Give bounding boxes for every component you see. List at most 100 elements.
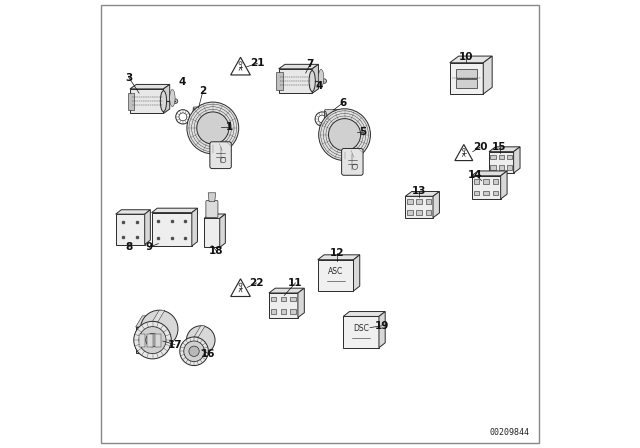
Text: 20: 20 [472,142,487,152]
Polygon shape [116,214,145,245]
Ellipse shape [210,108,212,119]
Polygon shape [450,63,483,94]
Circle shape [328,119,360,151]
Bar [271,297,276,302]
Polygon shape [208,193,216,202]
Text: ASC: ASC [328,267,343,276]
Bar [426,210,431,215]
Polygon shape [136,316,161,327]
Bar [407,199,413,204]
Circle shape [189,346,199,357]
Ellipse shape [322,79,326,83]
Polygon shape [136,327,155,353]
Text: DSC: DSC [353,324,369,333]
Text: 22: 22 [250,278,264,288]
Text: 17: 17 [168,340,182,349]
Polygon shape [343,316,379,348]
Bar [456,79,477,87]
Polygon shape [353,255,360,291]
Bar [407,210,413,215]
Circle shape [139,327,166,353]
Circle shape [140,310,178,348]
Polygon shape [145,210,150,245]
Bar [140,334,145,347]
Ellipse shape [173,99,178,103]
Polygon shape [230,279,250,297]
Polygon shape [192,208,198,246]
Polygon shape [269,293,298,318]
Polygon shape [472,176,500,199]
Text: 16: 16 [201,349,216,358]
Bar [493,191,499,195]
Polygon shape [343,311,385,316]
Circle shape [319,109,371,160]
Polygon shape [433,191,440,218]
Bar [291,297,296,302]
Bar [483,179,489,184]
Polygon shape [128,93,134,110]
Text: 13: 13 [412,185,426,195]
Polygon shape [489,147,520,152]
Polygon shape [204,219,220,247]
Ellipse shape [309,71,316,91]
Circle shape [186,326,215,354]
Text: 3: 3 [125,73,132,82]
Polygon shape [483,56,492,94]
Circle shape [196,112,229,144]
Polygon shape [276,73,283,90]
Text: 19: 19 [374,321,389,331]
Polygon shape [405,196,433,218]
Bar [156,334,161,347]
Ellipse shape [319,69,324,86]
Text: 00209844: 00209844 [489,428,529,438]
Bar [281,297,286,302]
Polygon shape [405,191,440,196]
Polygon shape [450,56,492,63]
Polygon shape [152,208,198,213]
Polygon shape [298,288,305,318]
Ellipse shape [170,90,175,107]
Bar [271,309,276,314]
Polygon shape [152,213,192,246]
Polygon shape [500,171,507,199]
Text: 5: 5 [359,127,367,138]
Text: 8: 8 [125,242,132,252]
Bar [281,309,286,314]
Text: 12: 12 [330,248,344,258]
Ellipse shape [161,91,166,112]
Text: 21: 21 [250,58,265,68]
Circle shape [146,333,159,347]
Polygon shape [220,214,225,247]
Text: 2: 2 [200,86,207,96]
Bar [493,179,499,184]
Circle shape [187,102,239,154]
Polygon shape [514,147,520,173]
Polygon shape [194,326,205,337]
Bar [147,334,152,347]
Text: 7: 7 [307,59,314,69]
FancyBboxPatch shape [342,148,363,175]
Polygon shape [379,311,385,348]
Circle shape [180,337,209,366]
Polygon shape [318,255,360,260]
Polygon shape [472,171,507,176]
Bar [417,210,422,215]
Ellipse shape [324,111,326,121]
Bar [474,191,479,195]
Ellipse shape [341,111,344,121]
Text: 15: 15 [492,142,507,152]
Text: 4: 4 [179,77,186,87]
Ellipse shape [193,108,195,118]
Text: 6: 6 [340,98,347,108]
Polygon shape [230,57,250,75]
Bar [456,69,477,78]
FancyBboxPatch shape [193,107,212,120]
Bar [507,165,512,170]
Polygon shape [116,210,150,214]
Polygon shape [489,152,514,173]
Polygon shape [204,214,225,219]
Bar [474,179,479,184]
Circle shape [134,321,172,359]
Text: 10: 10 [460,52,474,61]
Polygon shape [455,145,473,160]
